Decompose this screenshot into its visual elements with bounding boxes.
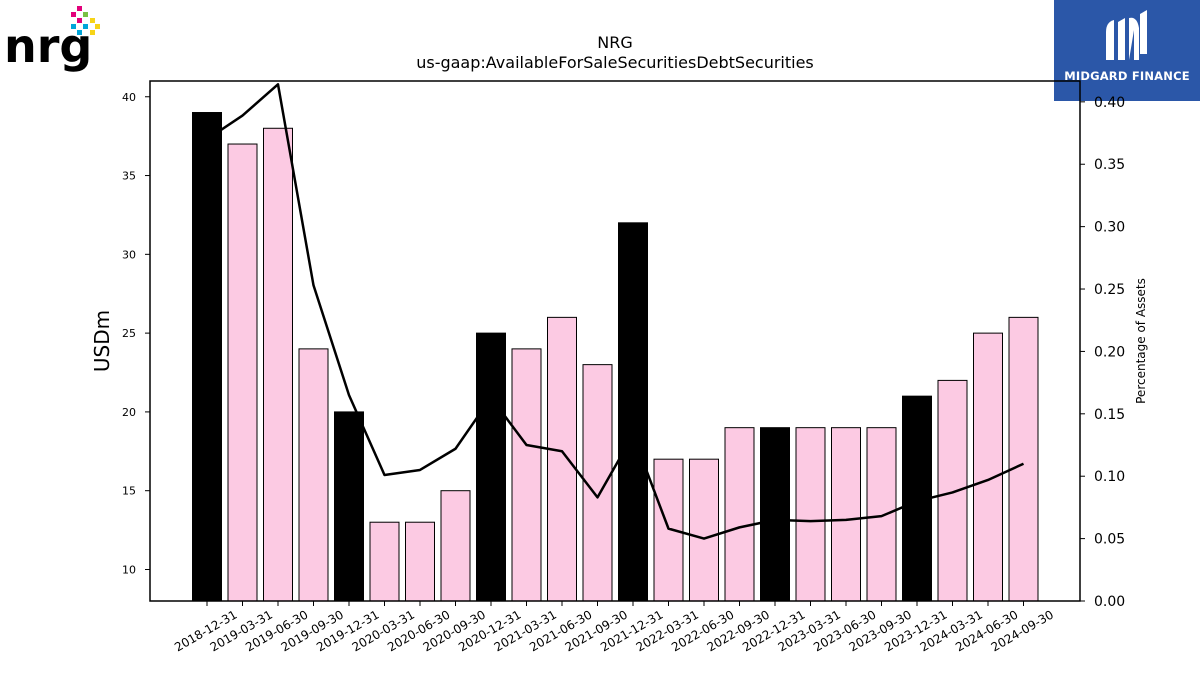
bar-2022-09-30 [724,427,755,602]
y-tick-label: 20 [122,406,136,419]
bar-2020-03-31 [369,521,400,602]
left-axis-ticks: 10 15 20 25 30 35 40 [122,91,150,576]
bar-2021-03-31 [511,348,542,602]
pct-line-group [206,83,1025,540]
bar-2023-09-30 [866,427,897,602]
y-tick-label: 15 [122,485,136,498]
bar-2021-06-30 [547,316,577,602]
y2-tick-label: 0.05 [1094,532,1125,548]
bar-2018-12-31 [192,112,222,602]
y-tick-label: 25 [122,327,136,340]
bar-2023-03-31 [795,427,826,602]
x-axis-ticks: 2018-12-312019-03-312019-06-302019-09-30… [172,601,1056,654]
bar-2022-06-30 [689,458,719,602]
chart-title: NRG [597,33,632,52]
y2-tick-label: 0.15 [1094,407,1125,423]
plot-frame [149,80,1081,602]
y2-tick-label: 0.25 [1094,282,1125,298]
bar-2022-03-31 [653,458,684,602]
bar-2019-06-30 [263,127,293,602]
y2-axis-label: Percentage of Assets [1134,278,1148,404]
bar-2020-06-30 [405,521,435,602]
nrg-logo-text: nrg [4,19,92,72]
y2-tick-label: 0.35 [1094,157,1125,173]
bar-2024-09-30 [1008,316,1039,602]
bar-2023-06-30 [831,427,861,602]
bar-2024-06-30 [973,332,1003,602]
y-tick-label: 30 [122,248,136,261]
y-tick-label: 40 [122,91,136,104]
right-axis-ticks: 0.00 0.05 0.10 0.15 0.20 0.25 0.30 0.35 0.40 [1080,95,1125,610]
nrg-logo: nrg [4,6,100,72]
bar-2024-03-31 [937,379,968,602]
y2-tick-label: 0.40 [1094,95,1125,111]
nrg-logo-mark-icon [71,6,100,35]
midgard-finance-text: MIDGARD FINANCE [1064,69,1190,83]
y2-tick-label: 0.00 [1094,594,1125,610]
y-axis-label: USDm [90,310,114,372]
y2-tick-label: 0.10 [1094,469,1125,485]
bar-2019-09-30 [298,348,329,602]
chart-subtitle: us-gaap:AvailableForSaleSecuritiesDebtSe… [416,53,814,72]
bar-2020-12-31 [476,332,506,602]
bar-2019-03-31 [227,143,258,602]
midgard-emblem-icon [1106,10,1147,60]
midgard-finance-logo: MIDGARD FINANCE [1054,0,1200,101]
bar-2022-12-31 [760,427,790,602]
y2-tick-label: 0.30 [1094,220,1125,236]
bar-2021-12-31 [618,222,648,602]
y-tick-label: 10 [122,563,136,576]
y-tick-label: 35 [122,170,136,183]
pct-of-assets-line [206,83,1025,540]
y2-tick-label: 0.20 [1094,344,1125,360]
bars-group [192,112,1039,602]
bar-2019-12-31 [334,411,364,602]
bar-2020-09-30 [440,490,471,602]
